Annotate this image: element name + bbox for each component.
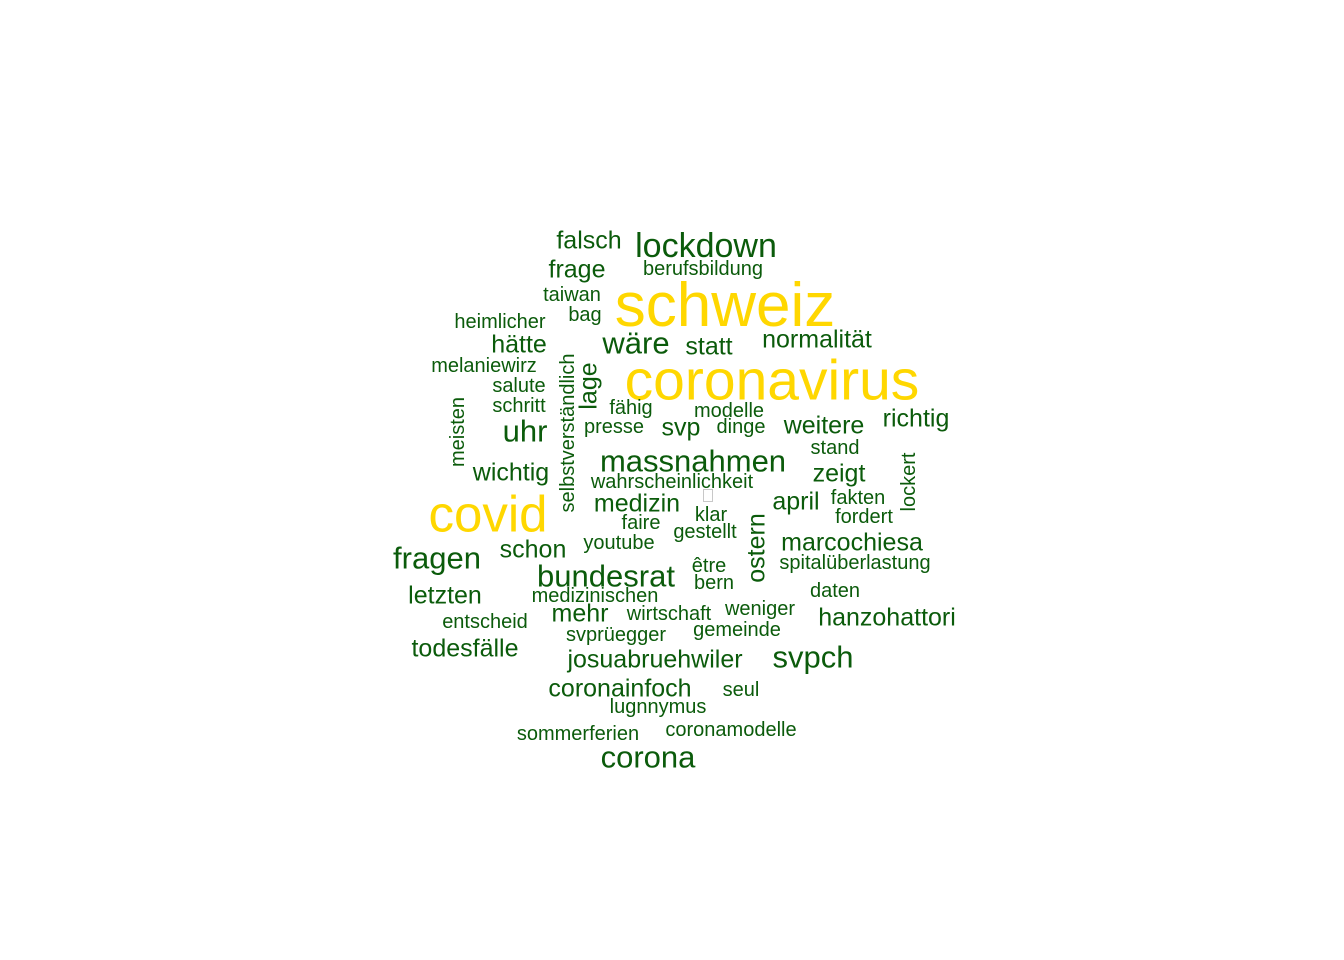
word-heimlicher: heimlicher (454, 311, 546, 333)
word-faire: faire (621, 512, 661, 534)
missing-glyph-box (703, 489, 713, 502)
word-waere: wäre (602, 325, 670, 361)
word-taiwan: taiwan (543, 284, 601, 306)
word-faehig: fähig (609, 397, 653, 419)
word-meisten: meisten (447, 396, 469, 468)
word-todesfaelle: todesfälle (411, 634, 519, 663)
word-coronavirus: coronavirus (624, 348, 920, 413)
word-stand: stand (810, 437, 860, 459)
word-richtig: richtig (882, 404, 950, 433)
word-schweiz: schweiz (614, 271, 836, 340)
word-massnahmen: massnahmen (599, 443, 787, 479)
word-berufsbildung: berufsbildung (642, 258, 764, 280)
word-april: april (772, 487, 820, 516)
word-statt: statt (685, 332, 733, 361)
word-salute: salute (492, 375, 546, 397)
word-youtube: youtube (583, 532, 655, 554)
word-schritt: schritt (492, 395, 546, 417)
word-medizin: medizin (593, 489, 681, 518)
word-dinge: dinge (716, 416, 766, 438)
word-sommerferien: sommerferien (516, 723, 640, 745)
word-medizinischen: medizinischen (531, 585, 659, 607)
word-seul: seul (722, 679, 760, 701)
word-uhr: uhr (502, 413, 548, 449)
word-wichtig: wichtig (472, 458, 550, 487)
word-svpch: svpch (772, 639, 854, 675)
word-gestellt: gestellt (673, 521, 737, 543)
word-modelle: modelle (693, 400, 765, 422)
word-fakten: fakten (830, 487, 886, 509)
word-presse: presse (583, 416, 645, 438)
word-falsch: falsch (556, 226, 622, 255)
word-melaniewirz: melaniewirz (431, 355, 537, 377)
word-zeigt: zeigt (812, 459, 866, 488)
word-daten: daten (809, 580, 861, 602)
word-hanzohattori: hanzohattori (818, 603, 956, 632)
word-lockert: lockert (898, 452, 920, 512)
word-bern: bern (693, 572, 735, 594)
word-frage: frage (548, 255, 606, 284)
word-bag: bag (568, 304, 602, 326)
word-normalitaet: normalität (762, 325, 872, 354)
word-weitere: weitere (783, 411, 865, 440)
word-wirtschaft: wirtschaft (626, 603, 712, 625)
word-coronamodelle: coronamodelle (665, 719, 797, 741)
word-fordert: fordert (835, 506, 893, 528)
word-klar: klar (694, 504, 728, 526)
word-lage: lage (574, 362, 603, 410)
word-lockdown: lockdown (635, 227, 777, 265)
word-spitalueberlastung: spitalüberlastung (779, 552, 931, 574)
word-josuabruehwiler: josuabruehwiler (567, 645, 743, 674)
word-schon: schon (499, 535, 567, 564)
word-letzten: letzten (408, 581, 482, 610)
word-svp: svp (661, 413, 701, 442)
word-svprueegger: svprüegger (565, 624, 667, 646)
word-covid: covid (428, 485, 548, 543)
word-mehr: mehr (551, 599, 609, 628)
word-weniger: weniger (724, 598, 796, 620)
word-fragen: fragen (393, 540, 481, 576)
word-haette: hätte (491, 330, 547, 359)
word-ostern: ostern (742, 513, 771, 583)
word-entscheid: entscheid (442, 611, 528, 633)
word-corona: corona (600, 739, 696, 775)
word-wahrscheinlichkeit: wahrscheinlichkeit (590, 471, 754, 493)
word-lugnnymus: lugnnymus (609, 696, 707, 718)
word-etre: être (691, 555, 727, 577)
word-gemeinde: gemeinde (693, 619, 781, 641)
word-coronainfoch: coronainfoch (548, 674, 692, 703)
word-marcochiesa: marcochiesa (781, 528, 923, 557)
word-bundesrat: bundesrat (537, 558, 675, 594)
